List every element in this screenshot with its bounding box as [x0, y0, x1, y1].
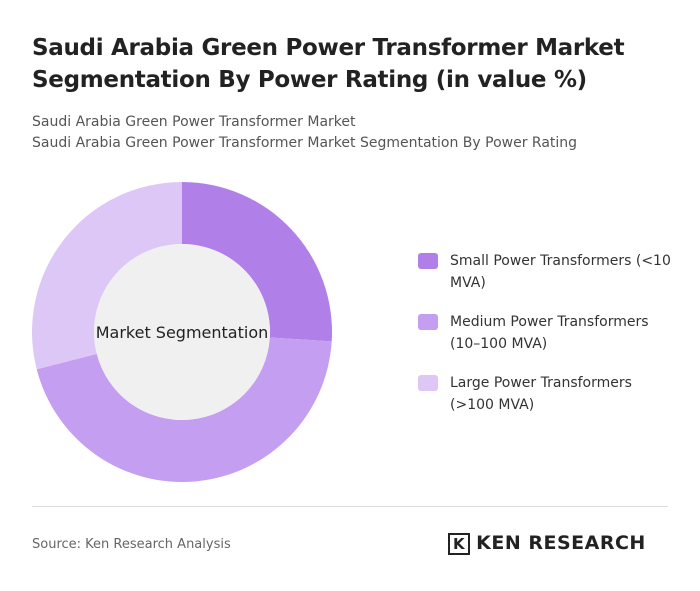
slice	[182, 182, 332, 342]
chart: Market Segmentation	[31, 182, 332, 483]
logo-icon: K	[448, 533, 471, 555]
legend-swatch	[418, 314, 438, 330]
legend-label: Large Power Transformers (>100 MVA)	[450, 375, 632, 413]
legend-item: Medium Power Transformers (10–100 MVA)	[418, 311, 678, 372]
logo: K KEN RESEARCH	[448, 532, 646, 555]
subtitle: Saudi Arabia Green Power Transformer Mar…	[32, 135, 578, 151]
source: Source: Ken Research Analysis	[32, 537, 231, 552]
donut-hole	[94, 244, 270, 420]
chart-title: Saudi Arabia Green Power Transformer Mar…	[32, 35, 625, 93]
legend-label: Small Power Transformers (<10 MVA)	[450, 253, 671, 291]
legend-label: Medium Power Transformers (10–100 MVA)	[450, 314, 649, 352]
logo-text: KEN RESEARCH	[476, 532, 646, 554]
legend-swatch	[418, 253, 438, 269]
divider	[32, 506, 668, 507]
legend: Small Power Transformers (<10 MVA) Medium…	[418, 250, 678, 433]
slice	[31, 182, 182, 370]
legend-item: Large Power Transformers (>100 MVA)	[418, 372, 678, 433]
subtitle: Saudi Arabia Green Power Transformer Mar…	[32, 114, 356, 130]
legend-item: Small Power Transformers (<10 MVA)	[418, 250, 678, 311]
legend-swatch	[418, 375, 438, 391]
slice	[36, 337, 332, 483]
center-label: Market Segmentation	[96, 323, 269, 342]
